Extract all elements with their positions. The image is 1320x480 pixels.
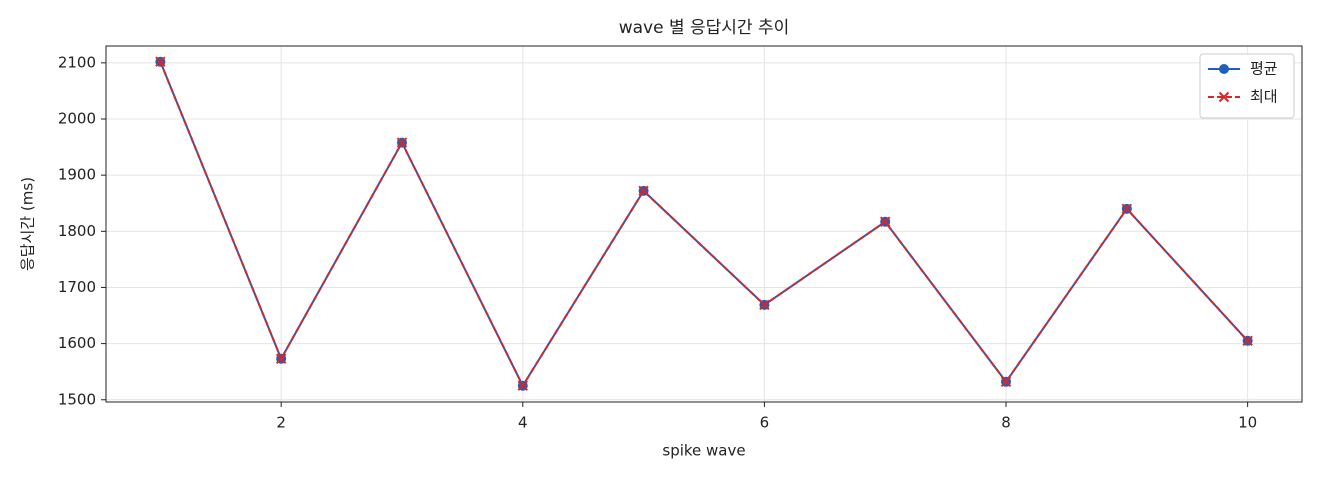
marker: [638, 185, 649, 197]
y-tick-label: 1600: [58, 334, 96, 352]
marker: [1121, 203, 1133, 215]
x-tick-label: 8: [1001, 414, 1011, 432]
chart-title: wave 별 응답시간 추이: [619, 18, 790, 38]
y-tick-label: 2100: [58, 53, 96, 71]
marker: [880, 216, 891, 227]
plot-frame: [105, 45, 1303, 403]
y-axis-label: 응답시간 (ms): [19, 177, 37, 271]
x-tick-label: 10: [1238, 414, 1257, 432]
y-tick-label: 1800: [58, 222, 96, 240]
legend-label: 최대: [1250, 88, 1278, 106]
marker: [155, 56, 166, 67]
marker: [1242, 335, 1253, 347]
legend-box: [1199, 53, 1295, 119]
legend-marker: [1219, 64, 1229, 74]
y-tick-label: 2000: [58, 109, 96, 127]
y-tick-label: 1500: [58, 390, 96, 408]
series-line: [159, 61, 1249, 388]
legend-label: 평균: [1250, 60, 1278, 78]
x-tick-label: 2: [276, 414, 286, 432]
series-line: [159, 61, 1249, 388]
marker: [396, 137, 408, 148]
x-tick-label: 4: [518, 414, 528, 432]
y-tick-label: 1700: [58, 278, 96, 296]
marker: [517, 380, 528, 391]
marker: [275, 353, 287, 364]
x-axis-label: spike wave: [662, 442, 745, 460]
x-tick-label: 6: [760, 414, 770, 432]
y-tick-label: 1900: [58, 166, 96, 184]
marker: [759, 299, 770, 311]
legend-marker: [1218, 91, 1230, 103]
marker: [1000, 376, 1012, 387]
